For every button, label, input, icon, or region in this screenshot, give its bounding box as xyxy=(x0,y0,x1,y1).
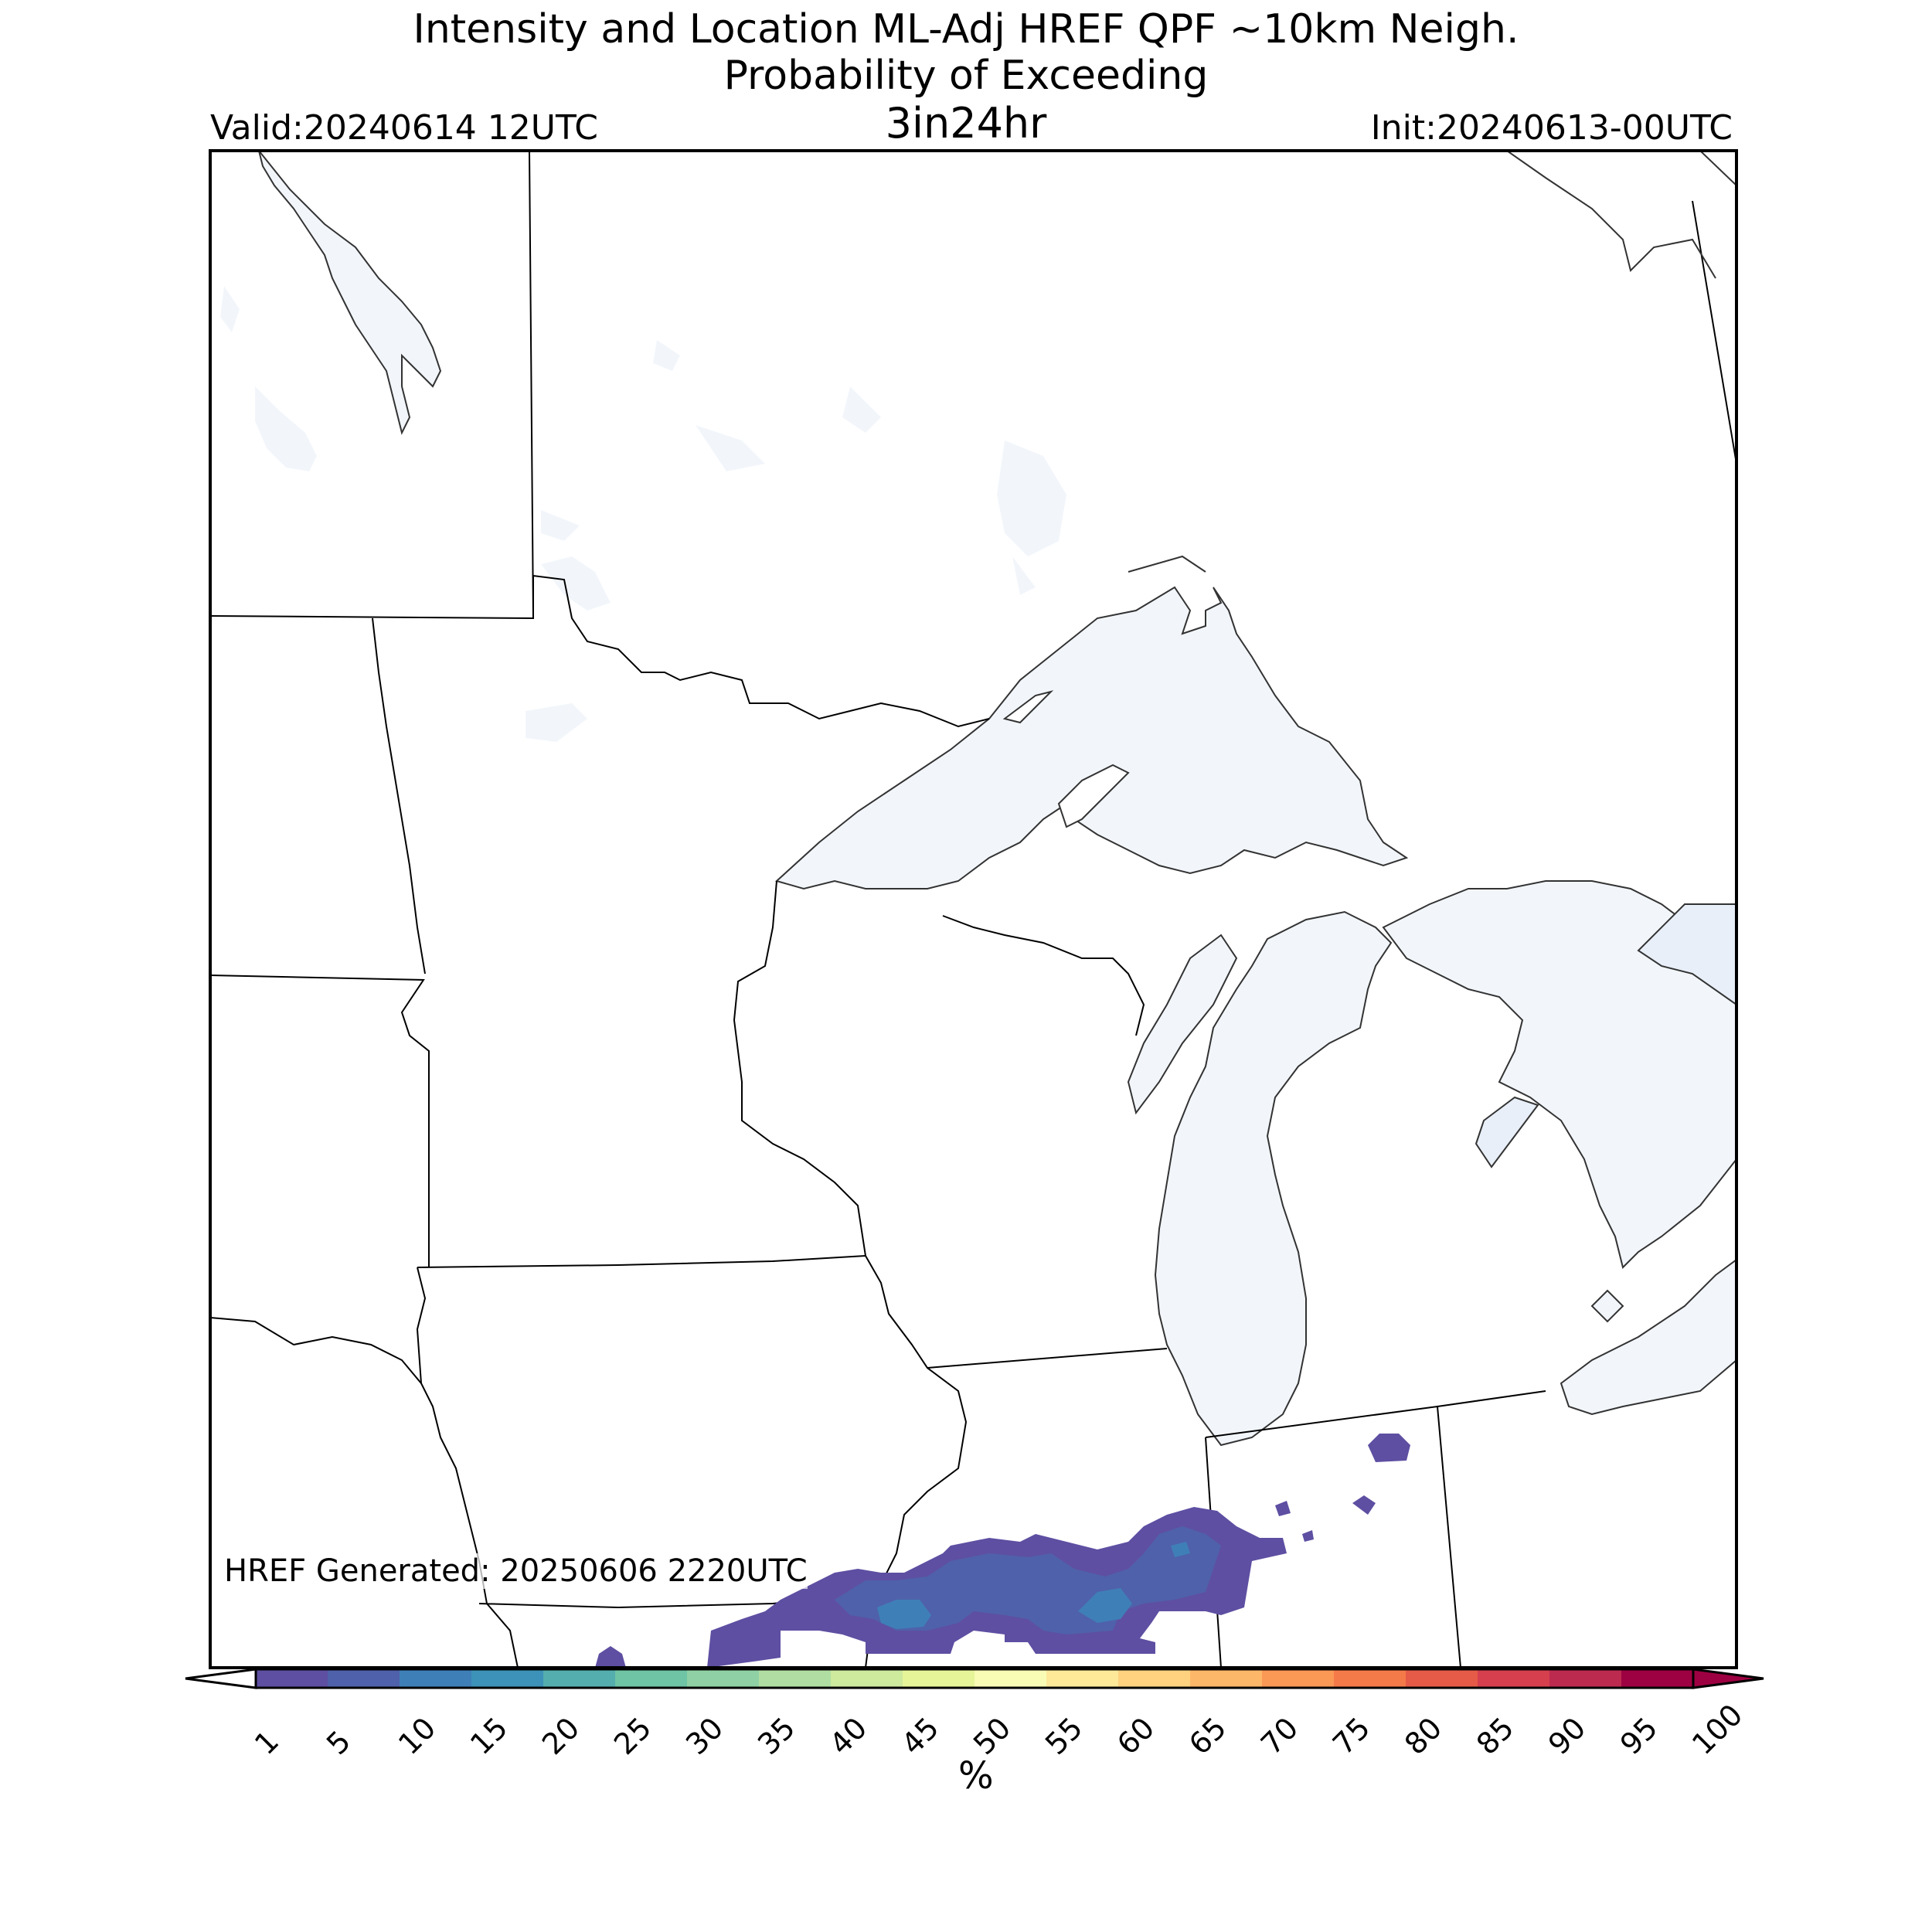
prob-area-10-15 xyxy=(877,1600,931,1629)
title-line-2: Probability of Exceeding xyxy=(723,53,1209,99)
lake-winnipeg xyxy=(258,151,442,435)
us-canada-border xyxy=(210,574,990,728)
lake-superior xyxy=(774,586,1409,890)
lake-michigan xyxy=(1154,910,1393,1447)
title-line-1: Intensity and Location ML-Adj HREF QPF ~… xyxy=(413,6,1519,53)
colorbar-unit: % xyxy=(958,1754,994,1798)
title-threshold: 3in24hr xyxy=(885,99,1047,148)
lake-erie xyxy=(1560,1258,1736,1416)
init-time: Init:20240613-00UTC xyxy=(1370,108,1733,148)
valid-time: Valid:20240614 12UTC xyxy=(210,108,599,148)
lake-huron xyxy=(1382,880,1736,1269)
probability-areas xyxy=(595,1434,1410,1668)
generated-label: HREF Generated: 20250606 2220UTC xyxy=(224,1553,808,1589)
map-frame xyxy=(209,149,1738,1669)
